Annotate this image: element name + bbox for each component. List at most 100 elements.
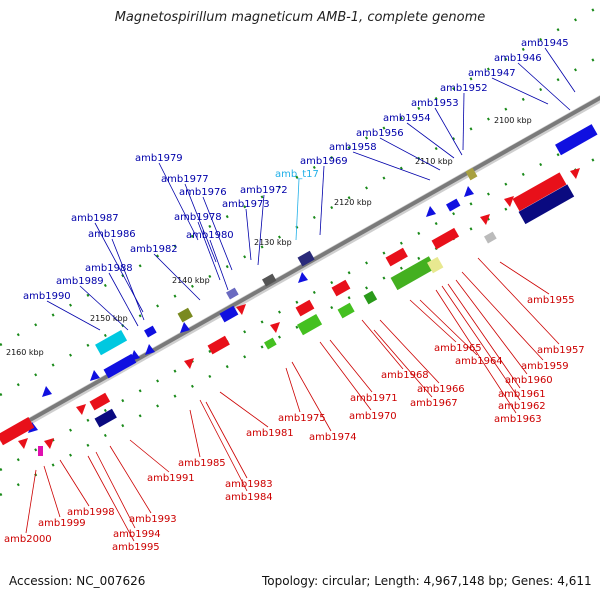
gene-label-lower: amb1967	[410, 398, 458, 409]
gene-label-upper: amb1988	[85, 263, 133, 274]
gene-arrow-reverse	[180, 322, 190, 333]
gene-block-forward	[431, 227, 460, 250]
gene-block-forward-body	[465, 167, 478, 181]
leader-line	[202, 196, 233, 271]
leader-line	[477, 257, 560, 345]
gene-label-lower: amb1965	[434, 343, 482, 354]
gene-block-forward-body	[295, 299, 315, 317]
gene-label-lower: amb1974	[309, 432, 357, 443]
leader-line	[158, 162, 199, 241]
gene-block-forward	[89, 392, 111, 411]
gene-label-upper: amb1977	[161, 174, 209, 185]
gene-block-forward-body	[337, 302, 355, 319]
gene-label-upper: amb_t17	[275, 169, 319, 180]
gene-block-reverse-body	[177, 307, 193, 323]
gene-block-forward-body	[89, 392, 111, 411]
gene-label-lower: amb1957	[537, 345, 585, 356]
leader-line	[406, 122, 455, 159]
gene-label-upper: amb1954	[383, 113, 431, 124]
gene-label-lower: amb1995	[112, 542, 160, 553]
gene-label-lower: amb1968	[381, 370, 429, 381]
gene-block-reverse	[297, 250, 315, 267]
leader-line	[379, 319, 440, 384]
gene-label-upper: amb1982	[130, 244, 178, 255]
leader-line	[129, 439, 170, 473]
gene-block-forward	[427, 256, 444, 274]
gene-arrow-reverse	[464, 186, 474, 197]
kbp-tick-label: 2130 kbp	[254, 238, 292, 247]
gene-label-lower: amb1955	[527, 295, 575, 306]
gene-label-lower: amb1985	[178, 458, 226, 469]
gene-block-reverse	[144, 325, 157, 338]
gene-label-upper: amb1973	[222, 199, 270, 210]
leader-line	[455, 279, 528, 375]
leader-line	[373, 329, 433, 398]
gene-label-lower: amb1994	[113, 529, 161, 540]
gene-block-forward	[465, 167, 478, 181]
gene-block-reverse	[226, 287, 239, 300]
leader-line	[461, 271, 544, 361]
gene-block-forward-body	[331, 279, 351, 297]
kbp-tick-label: 2140 kbp	[172, 276, 210, 285]
gene-label-upper: amb1953	[411, 98, 459, 109]
gene-arrow-forward	[504, 196, 514, 207]
leader-line	[79, 285, 129, 331]
leader-line	[285, 367, 301, 413]
gene-block-reverse-body	[219, 305, 239, 323]
gene-block-reverse	[262, 273, 277, 287]
gene-arrow-forward	[236, 304, 246, 315]
leader-line	[435, 289, 517, 414]
leader-line	[197, 221, 221, 281]
leader-line	[379, 137, 441, 171]
gene-block-reverse	[555, 124, 598, 156]
gene-label-lower: amb1962	[498, 401, 546, 412]
gene-block-reverse	[94, 408, 117, 428]
gene-label-upper: amb1952	[440, 83, 488, 94]
gene-arrow-forward	[570, 168, 580, 179]
gene-label-upper: amb1946	[494, 53, 542, 64]
gene-label-upper: amb1979	[135, 153, 183, 164]
leader-line	[87, 455, 135, 542]
leader-line	[25, 469, 37, 534]
leader-line	[153, 253, 201, 301]
gene-block-forward	[0, 417, 35, 446]
leader-line	[517, 62, 571, 111]
gene-arrow-reverse	[130, 350, 140, 361]
leader-line	[111, 238, 145, 321]
leader-line	[209, 239, 229, 291]
leader-line	[499, 261, 550, 295]
gene-block-forward-body	[512, 172, 567, 212]
gene-block-forward-body	[431, 227, 460, 250]
gene-label-lower: amb1963	[494, 414, 542, 425]
gene-block-reverse-body	[144, 325, 157, 338]
gene-label-lower: amb1983	[225, 479, 273, 490]
leader-line	[544, 47, 576, 93]
gene-label-lower: amb1964	[455, 356, 503, 367]
leader-line	[447, 283, 521, 389]
leader-line	[95, 451, 136, 529]
gene-block-forward	[484, 231, 497, 244]
leader-line	[295, 178, 300, 241]
gene-block-forward	[337, 302, 355, 319]
leader-line	[434, 107, 463, 156]
gene-arrow-forward	[18, 438, 28, 449]
gene-label-upper: amb1947	[468, 68, 516, 79]
leader-line	[184, 183, 217, 263]
gene-arrow-reverse	[42, 386, 52, 397]
gene-block-reverse-body	[446, 198, 461, 212]
leader-line	[319, 341, 372, 411]
gene-label-lower: amb1984	[225, 492, 273, 503]
leader-line	[257, 194, 265, 266]
gene-label-upper: amb1978	[174, 212, 222, 223]
gene-label-upper: amb1990	[23, 291, 71, 302]
leader-line	[46, 300, 101, 331]
leader-line	[219, 391, 269, 428]
gene-label-lower: amb1998	[67, 507, 115, 518]
leader-line	[109, 445, 152, 514]
gene-block-forward-body	[0, 417, 35, 446]
kbp-tick-label: 2100 kbp	[494, 116, 532, 125]
gene-block-reverse-body	[262, 273, 277, 287]
gene-block-reverse-body	[297, 250, 315, 267]
gene-label-lower: amb2000	[4, 534, 52, 545]
